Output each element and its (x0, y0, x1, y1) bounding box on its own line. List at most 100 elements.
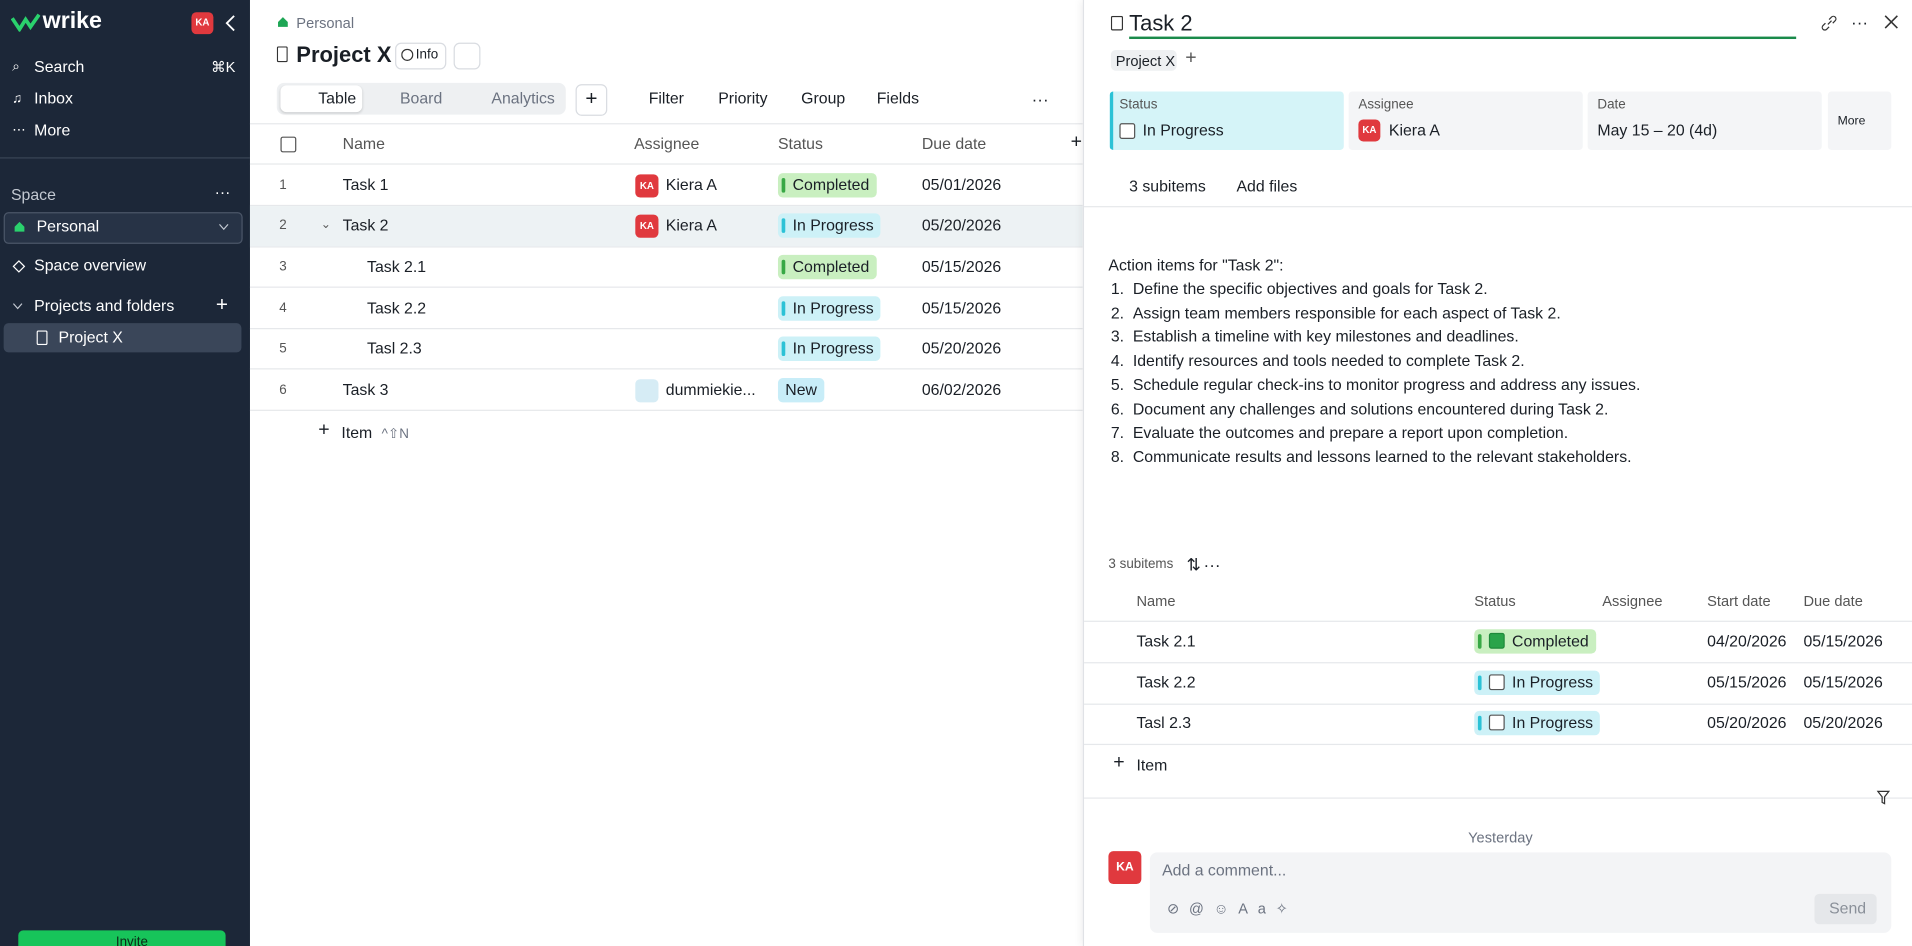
nav-item[interactable]: Inbox (34, 89, 73, 108)
expand-chevron[interactable]: ⌄ (320, 218, 331, 233)
subitem-name[interactable]: Tasl 2.3 (1136, 713, 1192, 733)
status-pill[interactable]: In Progress (777, 295, 881, 321)
assignee-name[interactable]: Kiera A (665, 216, 717, 235)
status-label[interactable]: In Progress (792, 216, 874, 235)
project-chip[interactable] (1110, 49, 1177, 71)
invite-label[interactable]: Invite (115, 935, 148, 946)
due-date[interactable]: 05/20/2026 (921, 339, 1002, 358)
selected-row[interactable] (249, 205, 1083, 246)
start-date[interactable]: 05/20/2026 (1707, 713, 1787, 733)
task-name[interactable]: Tasl 2.3 (367, 339, 422, 358)
status-label[interactable]: Completed (792, 175, 870, 194)
link-icon[interactable] (1821, 15, 1838, 32)
add-column[interactable]: + (1070, 131, 1083, 153)
add-files[interactable]: Add files (1236, 176, 1298, 196)
nav-item[interactable]: Search (34, 57, 85, 76)
projects-label[interactable]: Projects and folders (34, 296, 175, 315)
more-menu[interactable]: ··· (1031, 89, 1049, 109)
subitem-name[interactable]: Task 2.1 (1136, 631, 1196, 650)
panel-menu[interactable]: ··· (1851, 12, 1869, 32)
status-label[interactable]: In Progress (1512, 672, 1594, 692)
field-box[interactable] (1348, 91, 1583, 150)
comment-tools[interactable]: ⊘@☺Aa✧ (1166, 899, 1298, 917)
active-view[interactable] (280, 85, 363, 113)
subitems-count[interactable]: 3 subitems (1129, 176, 1206, 196)
project-row[interactable] (3, 323, 242, 353)
status-pill[interactable]: In Progress (1474, 711, 1601, 736)
add-project[interactable]: + (1185, 47, 1197, 69)
nav-item[interactable]: More (34, 120, 71, 140)
chevron[interactable] (12, 302, 23, 310)
task-name[interactable]: Task 1 (342, 175, 389, 194)
task-name[interactable]: Task 3 (342, 380, 389, 399)
sort-icon[interactable]: ⇅ (1186, 554, 1201, 575)
send-label[interactable]: Send (1829, 898, 1867, 917)
due-date[interactable]: 05/15/2026 (1803, 672, 1883, 692)
status-checkbox[interactable] (1488, 632, 1505, 649)
space-overview[interactable]: Space overview (34, 256, 147, 275)
field-value[interactable]: May 15 – 20 (4d) (1597, 120, 1718, 140)
status-pill[interactable]: Completed (777, 254, 877, 280)
status-label[interactable]: New (785, 380, 818, 399)
project-chip-label[interactable]: Project X (1115, 52, 1176, 70)
status-pill[interactable]: In Progress (1474, 670, 1601, 695)
close-icon[interactable] (1884, 15, 1899, 30)
toolbar-button[interactable]: Filter (648, 89, 684, 108)
status-checkbox[interactable] (1488, 673, 1505, 690)
comment-placeholder[interactable]: Add a comment... (1162, 860, 1287, 880)
subitem-name[interactable]: Task 2.2 (1136, 672, 1196, 692)
status-pill[interactable]: Completed (1474, 629, 1597, 654)
add-project[interactable]: + (215, 292, 228, 316)
space-select[interactable] (3, 212, 243, 244)
status-checkbox[interactable] (1488, 715, 1505, 731)
toolbar-button[interactable]: Fields (876, 89, 920, 108)
comment-box[interactable] (1149, 852, 1892, 933)
send-button[interactable] (1814, 893, 1877, 925)
info-button[interactable] (395, 42, 447, 70)
add-item-plus[interactable]: + (318, 419, 330, 441)
field-value[interactable]: Kiera A (1388, 120, 1441, 140)
due-date[interactable]: 05/15/2026 (921, 257, 1002, 276)
toolbar-button[interactable]: Group (801, 89, 846, 108)
field-box[interactable] (1587, 91, 1822, 150)
due-date[interactable]: 05/01/2026 (921, 175, 1002, 194)
collapse-icon[interactable] (223, 15, 238, 32)
status-checkbox[interactable] (1119, 123, 1136, 140)
due-date[interactable]: 06/02/2026 (921, 380, 1002, 399)
filter-icon[interactable] (1876, 790, 1891, 805)
view-tab[interactable]: Table (318, 89, 357, 108)
space-menu[interactable]: ··· (214, 182, 231, 202)
subitems-menu[interactable]: ··· (1203, 554, 1221, 575)
field-box[interactable] (1109, 91, 1344, 150)
task-title[interactable]: Task 2 (1129, 10, 1193, 36)
select-all[interactable] (280, 136, 297, 153)
due-date[interactable]: 05/20/2026 (1803, 713, 1883, 733)
status-pill[interactable]: Completed (777, 172, 877, 198)
project-name[interactable]: Project X (58, 328, 123, 347)
more-box[interactable] (1827, 91, 1892, 150)
space-name[interactable]: Personal (36, 217, 100, 236)
user-avatar[interactable]: KA (191, 12, 214, 35)
assignee-name[interactable]: dummiekie... (665, 380, 756, 399)
start-date[interactable]: 04/20/2026 (1707, 631, 1787, 650)
due-date[interactable]: 05/20/2026 (921, 216, 1002, 235)
status-label[interactable]: In Progress (1512, 713, 1594, 733)
field-value[interactable]: In Progress (1142, 120, 1224, 140)
view-tab[interactable]: Analytics (491, 89, 555, 108)
status-pill[interactable]: New (777, 377, 825, 403)
status-label[interactable]: In Progress (792, 298, 874, 317)
status-label[interactable]: In Progress (792, 339, 874, 358)
info-label[interactable]: Info (415, 47, 439, 63)
status-pill[interactable]: In Progress (777, 336, 881, 362)
due-date[interactable]: 05/15/2026 (921, 298, 1002, 317)
add-view[interactable]: + (575, 84, 608, 116)
invite-button[interactable] (18, 930, 226, 946)
due-date[interactable]: 05/15/2026 (1803, 631, 1883, 650)
view-tab[interactable]: Board (399, 89, 443, 108)
add-item[interactable]: Item (341, 423, 373, 442)
task-name[interactable]: Task 2.1 (367, 257, 427, 276)
task-name[interactable]: Task 2.2 (367, 298, 427, 317)
task-name[interactable]: Task 2 (342, 216, 389, 235)
status-label[interactable]: Completed (1512, 631, 1589, 650)
add-item[interactable]: Item (1136, 756, 1168, 775)
